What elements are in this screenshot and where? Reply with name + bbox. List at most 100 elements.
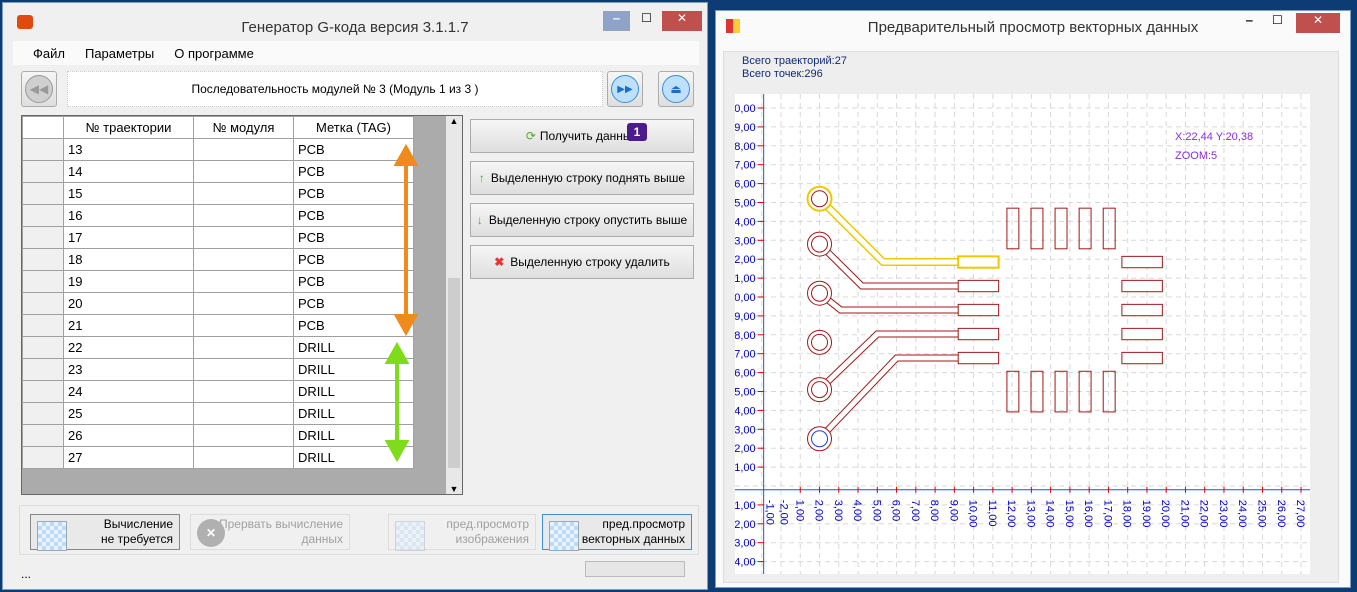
x-tick-label: 14,00 bbox=[1044, 500, 1056, 528]
x-tick-label: 12,00 bbox=[1005, 500, 1017, 528]
table-row[interactable]: 26 DRILL bbox=[22, 424, 414, 447]
y-tick-label: 16,00 bbox=[735, 179, 756, 191]
arrow-up-icon: ↑ bbox=[478, 171, 485, 185]
pad-rect bbox=[1030, 370, 1044, 413]
scroll-up-arrow[interactable]: ▲ bbox=[449, 116, 459, 126]
pad-rect bbox=[1030, 207, 1044, 250]
calc-not-required-button[interactable]: Вычисление не требуется bbox=[30, 514, 180, 551]
x-tick-label: 21,00 bbox=[1178, 500, 1190, 528]
scroll-thumb[interactable] bbox=[448, 278, 460, 468]
y-tick-label: 10,00 bbox=[735, 292, 756, 304]
menu-about[interactable]: О программе bbox=[174, 45, 254, 61]
refresh-icon: ⟳ bbox=[525, 129, 536, 143]
x-tick-label: 6,00 bbox=[890, 500, 902, 521]
x-tick-label-negative: -2,00 bbox=[778, 500, 790, 525]
x-tick-label: 23,00 bbox=[1217, 500, 1229, 528]
app-icon bbox=[726, 19, 740, 33]
vector-icon bbox=[549, 521, 579, 551]
y-tick-label: 9,00 bbox=[735, 311, 756, 323]
plot-background bbox=[735, 94, 1310, 574]
y-tick-label: 6,00 bbox=[735, 368, 756, 380]
pad-rect bbox=[1054, 207, 1068, 250]
vertical-scrollbar[interactable]: ▲ ▼ bbox=[446, 116, 462, 494]
abort-calc-button[interactable]: ✕ Прервать вычисление данных bbox=[190, 514, 350, 550]
row-header[interactable] bbox=[22, 204, 64, 227]
x-tick-label: 22,00 bbox=[1198, 500, 1210, 528]
move-down-button[interactable]: ↓ Выделенную строку опустить выше bbox=[470, 203, 694, 237]
x-tick-label: 13,00 bbox=[1024, 500, 1036, 528]
data-grid[interactable]: № траектории № модуля Метка (TAG) 13 PCB 1… bbox=[21, 115, 463, 495]
x-tick-label: 7,00 bbox=[909, 500, 921, 521]
scroll-down-arrow[interactable]: ▼ bbox=[449, 484, 459, 494]
pad-rect bbox=[1006, 207, 1020, 250]
y-tick-label: 15,00 bbox=[735, 198, 756, 210]
vector-preview-button[interactable]: пред.просмотр векторных данных bbox=[542, 514, 692, 551]
sequence-label: Последовательность модулей № 3 (Модуль 1… bbox=[67, 71, 603, 107]
delete-row-button[interactable]: ✖ Выделенную строку удалить bbox=[470, 245, 694, 279]
cursor-readout: X:22,44 Y:20,38 bbox=[1175, 131, 1254, 143]
x-tick-label: 15,00 bbox=[1063, 500, 1075, 528]
y-tick-label: 5,00 bbox=[735, 387, 756, 399]
table-row[interactable]: 24 DRILL bbox=[22, 380, 414, 403]
cell-tag[interactable]: DRILL bbox=[293, 402, 414, 425]
drill-hole bbox=[811, 381, 829, 399]
next-module-button[interactable]: ▶▶ bbox=[607, 71, 643, 107]
cell-trajectory[interactable]: 27 bbox=[63, 446, 194, 469]
eject-button[interactable]: ⏏ bbox=[658, 71, 694, 107]
move-up-button[interactable]: ↑ Выделенную строку поднять выше bbox=[470, 161, 694, 195]
table-row[interactable]: 20 PCB bbox=[22, 292, 414, 315]
x-tick-label: 11,00 bbox=[986, 500, 998, 527]
col-trajectory[interactable]: № траектории bbox=[63, 116, 194, 139]
close-button[interactable]: ✕ bbox=[1296, 13, 1340, 33]
cell-tag[interactable]: PCB bbox=[293, 138, 414, 161]
pad-rect bbox=[1121, 255, 1163, 269]
row-header[interactable] bbox=[22, 226, 64, 249]
cell-tag[interactable]: DRILL bbox=[293, 336, 414, 359]
cell-tag[interactable]: PCB bbox=[293, 204, 414, 227]
table-row[interactable]: 15 PCB bbox=[22, 182, 414, 205]
cell-trajectory[interactable]: 15 bbox=[63, 182, 194, 205]
stop-icon: ✕ bbox=[197, 519, 225, 547]
row-header[interactable] bbox=[22, 292, 64, 315]
minimize-button[interactable]: ‒ bbox=[1246, 13, 1253, 27]
row-header[interactable] bbox=[22, 402, 64, 425]
table-row[interactable]: 14 PCB bbox=[22, 160, 414, 183]
table-row[interactable]: 22 DRILL bbox=[22, 336, 414, 359]
x-tick-label: 16,00 bbox=[1082, 500, 1094, 528]
cell-tag[interactable]: DRILL bbox=[293, 424, 414, 447]
minimize-button[interactable]: ‒ bbox=[603, 11, 630, 31]
x-tick-label: 10,00 bbox=[967, 500, 979, 528]
menu-file[interactable]: Файл bbox=[33, 45, 65, 61]
table-row[interactable]: 27 DRILL bbox=[22, 446, 414, 469]
table-row[interactable]: 16 PCB bbox=[22, 204, 414, 227]
table-row[interactable]: 23 DRILL bbox=[22, 358, 414, 381]
cell-tag[interactable]: DRILL bbox=[293, 358, 414, 381]
cell-tag[interactable]: DRILL bbox=[293, 446, 414, 469]
maximize-button[interactable]: ☐ bbox=[641, 11, 652, 25]
x-tick-label: 5,00 bbox=[870, 500, 882, 521]
maximize-button[interactable]: ☐ bbox=[1272, 13, 1283, 27]
get-data-button[interactable]: ⟳ Получить данные bbox=[470, 119, 694, 153]
vector-plot-canvas[interactable]: 20,00 19,00 18,00 17,00 16,00 15,00 14,00 13,00… bbox=[735, 94, 1310, 574]
close-button[interactable]: ✕ bbox=[662, 11, 702, 31]
pad-rect bbox=[1006, 370, 1020, 413]
pad-rect bbox=[957, 327, 1000, 341]
y-tick-label: 7,00 bbox=[735, 349, 756, 361]
row-header[interactable] bbox=[22, 314, 64, 337]
x-tick-label: 3,00 bbox=[832, 500, 844, 521]
image-preview-button[interactable]: пред.просмотр изображения bbox=[388, 514, 536, 551]
menu-bar: Файл Параметры О программе bbox=[13, 41, 699, 65]
table-row[interactable]: 25 DRILL bbox=[22, 402, 414, 425]
pad-rect bbox=[1102, 207, 1116, 250]
trajectory-table: № траектории № модуля Метка (TAG) 13 PCB 1… bbox=[22, 116, 414, 469]
row-header[interactable] bbox=[22, 424, 64, 447]
prev-module-button[interactable]: ◀◀ bbox=[21, 71, 57, 107]
annotation-arrows bbox=[384, 143, 419, 463]
row-header[interactable] bbox=[22, 358, 64, 381]
pad-rect bbox=[1121, 351, 1163, 365]
cell-tag[interactable]: PCB bbox=[293, 182, 414, 205]
table-row[interactable]: 13 PCB bbox=[22, 138, 414, 161]
pad-rect bbox=[957, 255, 1000, 269]
menu-parameters[interactable]: Параметры bbox=[84, 45, 155, 61]
y-tick-label: 12,00 bbox=[735, 254, 756, 266]
